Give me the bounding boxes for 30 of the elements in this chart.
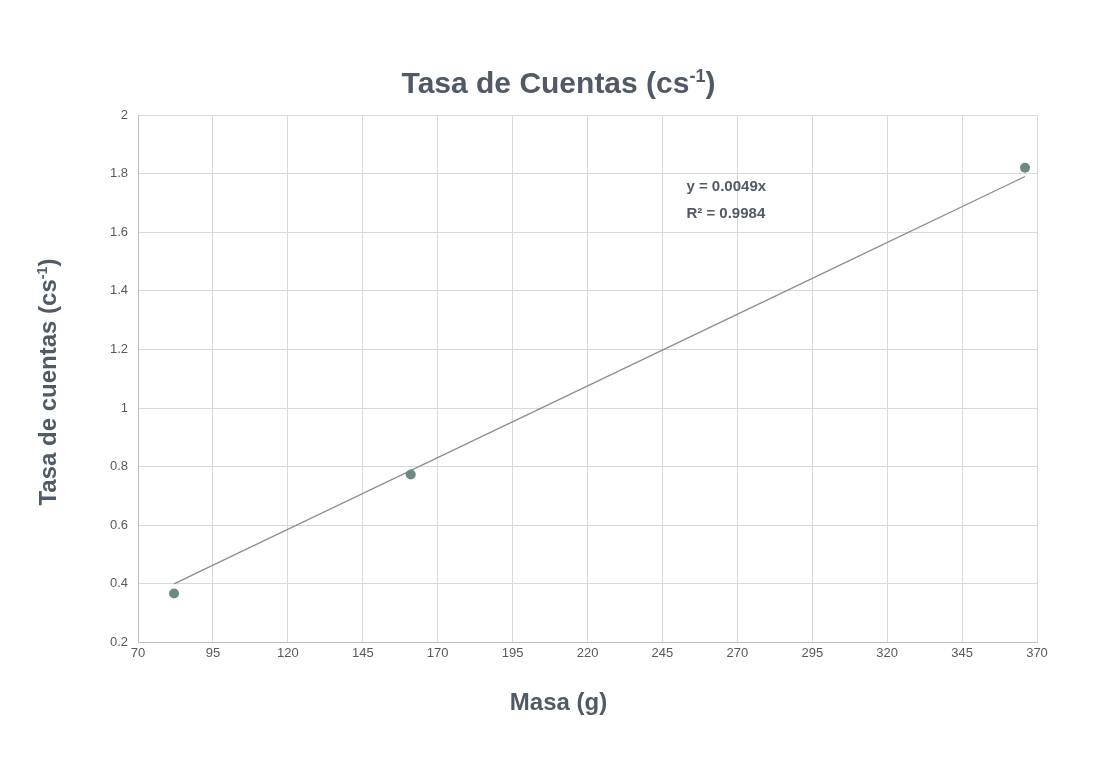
x-tick-label: 70 bbox=[130, 644, 146, 660]
annotation: y = 0.0049x bbox=[686, 177, 767, 195]
x-tick-label: 295 bbox=[801, 644, 824, 660]
x-tick-label: 145 bbox=[351, 644, 374, 660]
y-tick-label: 1.6 bbox=[109, 223, 129, 239]
x-tick-label: 270 bbox=[726, 644, 749, 660]
y-tick-label: 2 bbox=[120, 106, 129, 122]
y-tick-label: 1 bbox=[120, 399, 129, 415]
point bbox=[1020, 162, 1031, 173]
point bbox=[169, 588, 180, 599]
y-tick-label: 1.8 bbox=[109, 165, 129, 181]
y-tick-label: 1.4 bbox=[109, 282, 129, 298]
annotation: R² = 0.9984 bbox=[686, 204, 766, 222]
x-tick-label: 370 bbox=[1026, 644, 1048, 660]
y-tick-label: 0.6 bbox=[109, 516, 129, 532]
y-tick-label: 0.4 bbox=[109, 575, 129, 591]
point bbox=[405, 469, 416, 480]
x-tick-label: 170 bbox=[426, 644, 449, 660]
x-tick-label: 120 bbox=[277, 644, 299, 660]
x-axis-title: Masa (g) bbox=[508, 688, 609, 716]
x-tick-label: 195 bbox=[501, 644, 524, 660]
x-tick-label: 95 bbox=[205, 644, 221, 660]
y-tick-label: 0.2 bbox=[109, 633, 129, 649]
y-tick-label: 0.8 bbox=[109, 458, 129, 474]
x-tick-label: 220 bbox=[576, 644, 599, 660]
chart-title: Tasa de Cuentas (cs$^{-1}$) bbox=[400, 66, 717, 100]
y-tick-label: 1.2 bbox=[109, 340, 129, 356]
x-tick-label: 345 bbox=[951, 644, 973, 660]
x-tick-label: 320 bbox=[876, 644, 899, 660]
x-tick-label: 245 bbox=[651, 644, 674, 660]
